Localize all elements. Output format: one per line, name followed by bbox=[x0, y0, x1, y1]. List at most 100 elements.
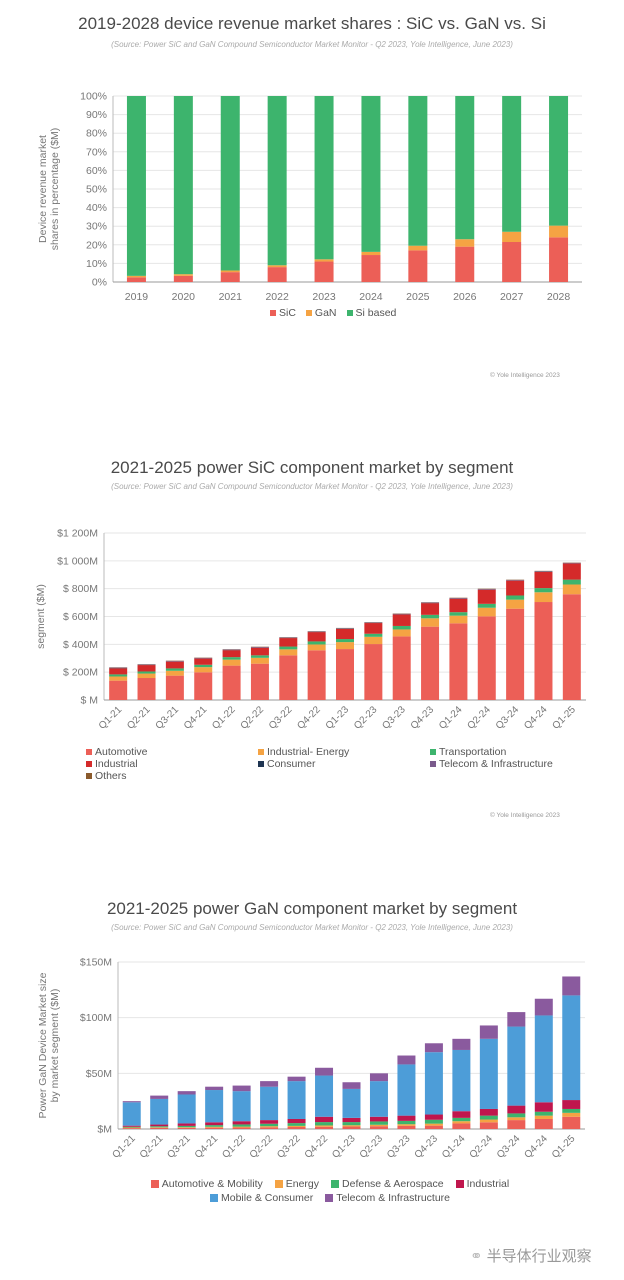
x-tick-label: 2020 bbox=[172, 291, 196, 303]
chart2-title: 2021-2025 power SiC component market by … bbox=[110, 458, 514, 477]
y-axis-title: Device revenue market bbox=[37, 135, 49, 243]
watermark: ⚭ 半导体行业观察 bbox=[470, 1245, 592, 1266]
bar-segment-automotive bbox=[421, 626, 440, 700]
bar-segment-gan bbox=[220, 270, 240, 273]
y-tick-label: 100% bbox=[80, 91, 107, 103]
x-tick-label: Q4-21 bbox=[182, 704, 210, 732]
x-tick-label: Q4-22 bbox=[303, 1133, 331, 1161]
bar-segment-si-based bbox=[502, 96, 522, 232]
legend-label: Automotive & Mobility bbox=[161, 1178, 263, 1190]
chart3-title: 2021-2025 power GaN component market by … bbox=[106, 899, 518, 918]
bar-segment-defense-aerospace bbox=[150, 1126, 169, 1128]
bar-segment-industrial bbox=[232, 1121, 251, 1125]
bar-segment-mobile-consumer bbox=[369, 1081, 388, 1117]
bar-segment-mobile-consumer bbox=[507, 1026, 526, 1106]
bar-segment-sic bbox=[173, 275, 193, 282]
bar-segment-industrial bbox=[477, 589, 496, 604]
bar-segment-automotive bbox=[562, 594, 581, 700]
bar-segment-mobile-consumer bbox=[232, 1091, 251, 1122]
bar-segment-industrial-energy bbox=[194, 667, 213, 673]
bar-segment-automotive bbox=[279, 655, 298, 700]
chart2-legend: Automotive Industrial- Energy Transportati… bbox=[86, 746, 610, 782]
bar-segment-gan bbox=[455, 239, 475, 247]
bar-segment-defense-aerospace bbox=[534, 1111, 553, 1116]
bar-segment-transportation bbox=[307, 641, 326, 645]
bar-segment-industrial bbox=[177, 1123, 196, 1126]
x-tick-label: Q3-23 bbox=[385, 1133, 413, 1161]
y-tick-label: $1 200M bbox=[57, 528, 98, 540]
bar-segment-automotive-mobility bbox=[507, 1120, 526, 1129]
bar-segment-mobile-consumer bbox=[260, 1086, 279, 1121]
bar-segment-industrial bbox=[205, 1122, 224, 1126]
bar-segment-transportation bbox=[506, 595, 525, 600]
bar-segment-industrial bbox=[109, 668, 128, 675]
legend-label: Energy bbox=[285, 1178, 320, 1190]
y-tick-label: 60% bbox=[86, 165, 107, 177]
x-tick-label: 2024 bbox=[359, 291, 383, 303]
chart2-copyright: © Yole Intelligence 2023 bbox=[490, 812, 560, 819]
x-tick-label: Q3-24 bbox=[494, 704, 522, 732]
legend-label: Industrial bbox=[466, 1178, 510, 1190]
x-tick-label: 2023 bbox=[312, 291, 336, 303]
legend-item: Industrial bbox=[455, 1178, 510, 1190]
bar-segment-automotive bbox=[109, 680, 128, 700]
bar-segment-industrial-energy bbox=[477, 607, 496, 617]
x-tick-label: 2027 bbox=[500, 291, 524, 303]
y-tick-label: $ 400M bbox=[63, 639, 98, 651]
legend-item: Defense & Aerospace bbox=[331, 1178, 444, 1190]
bar-segment-telecom-infrastructure bbox=[287, 1076, 306, 1082]
bar-segment-energy bbox=[562, 1112, 581, 1117]
x-tick-label: Q1-23 bbox=[324, 704, 352, 732]
bar-segment-energy bbox=[232, 1126, 251, 1128]
bar-segment-automotive-mobility bbox=[150, 1127, 169, 1129]
bar-segment-telecom-infrastructure bbox=[479, 1025, 498, 1039]
bar-segment-gan bbox=[126, 275, 146, 278]
x-tick-label: Q3-21 bbox=[154, 704, 182, 732]
bar-segment-gan bbox=[173, 274, 193, 276]
bar-segment-industrial-energy bbox=[250, 657, 269, 664]
x-tick-label: Q3-23 bbox=[380, 704, 408, 732]
bar-segment-sic bbox=[549, 237, 569, 282]
bar-segment-si-based bbox=[220, 96, 240, 271]
legend-label: Consumer bbox=[267, 758, 316, 770]
bar-segment-automotive bbox=[506, 608, 525, 700]
bar-segment-defense-aerospace bbox=[122, 1126, 141, 1128]
bar-segment-automotive-mobility bbox=[534, 1118, 553, 1129]
bar-segment-industrial bbox=[507, 1105, 526, 1114]
bar-segment-defense-aerospace bbox=[205, 1125, 224, 1127]
bar-segment-defense-aerospace bbox=[177, 1125, 196, 1128]
bar-segment-gan bbox=[549, 225, 569, 238]
bar-segment-industrial bbox=[315, 1116, 334, 1123]
legend-item: Mobile & Consumer bbox=[210, 1192, 313, 1204]
bar-segment-automotive-mobility bbox=[424, 1125, 443, 1129]
bar-segment-industrial-energy bbox=[421, 618, 440, 627]
chart2-svg: $ M $ 200M $ 400M $ 600M $ 800M $1 000M $1 200… bbox=[35, 528, 586, 732]
bar-segment-automotive-mobility bbox=[122, 1128, 141, 1129]
bar-segment-mobile-consumer bbox=[287, 1081, 306, 1119]
legend-item: Transportation bbox=[430, 746, 610, 758]
bar-segment-defense-aerospace bbox=[369, 1121, 388, 1125]
legend-label: GaN bbox=[314, 307, 337, 319]
bar-segment-sic bbox=[314, 261, 334, 282]
bar-segment-energy bbox=[397, 1124, 416, 1126]
bar-segment-automotive-mobility bbox=[315, 1126, 334, 1129]
bar-segment-energy bbox=[260, 1126, 279, 1128]
bar-segment-defense-aerospace bbox=[260, 1123, 279, 1127]
bar-segment-automotive bbox=[194, 672, 213, 700]
bar-segment-industrial bbox=[452, 1111, 471, 1118]
legend-label: Transportation bbox=[439, 746, 507, 758]
bar-segment-telecom-infrastructure bbox=[562, 976, 581, 996]
bar-segment-gan bbox=[267, 265, 287, 268]
bar-segment-defense-aerospace bbox=[452, 1117, 471, 1122]
bar-segment-industrial bbox=[122, 1125, 141, 1127]
bar-segment-si-based bbox=[173, 96, 193, 275]
wechat-icon: ⚭ bbox=[470, 1247, 483, 1265]
bar-segment-automotive bbox=[534, 602, 553, 700]
bar-segment-transportation bbox=[421, 614, 440, 619]
bar-segment-energy bbox=[177, 1127, 196, 1128]
x-tick-label: Q1-24 bbox=[440, 1133, 468, 1161]
bar-segment-telecom-infrastructure bbox=[424, 1043, 443, 1053]
legend-swatch bbox=[258, 761, 264, 767]
bar-segment-industrial-energy bbox=[562, 584, 581, 595]
